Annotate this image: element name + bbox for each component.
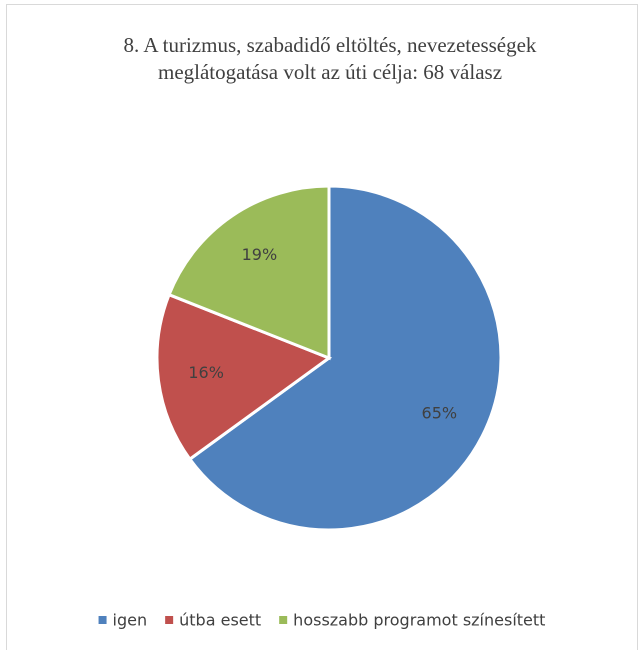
legend-label: igen xyxy=(113,611,148,630)
pie-slice xyxy=(187,184,503,532)
data-label: 65% xyxy=(422,404,458,423)
pie-slice xyxy=(155,292,333,462)
legend-swatch xyxy=(165,616,174,624)
legend-swatch xyxy=(279,616,288,624)
chart-title: 8. A turizmus, szabadidő eltöltés, nevez… xyxy=(123,33,537,84)
data-label: 16% xyxy=(188,363,224,382)
legend-swatch xyxy=(98,616,107,624)
legend-label: útba esett xyxy=(179,611,261,630)
legend-label: hosszabb programot színesített xyxy=(293,611,545,630)
chart-frame xyxy=(6,4,638,650)
data-label: 19% xyxy=(242,245,278,264)
pie-slice xyxy=(167,184,331,361)
